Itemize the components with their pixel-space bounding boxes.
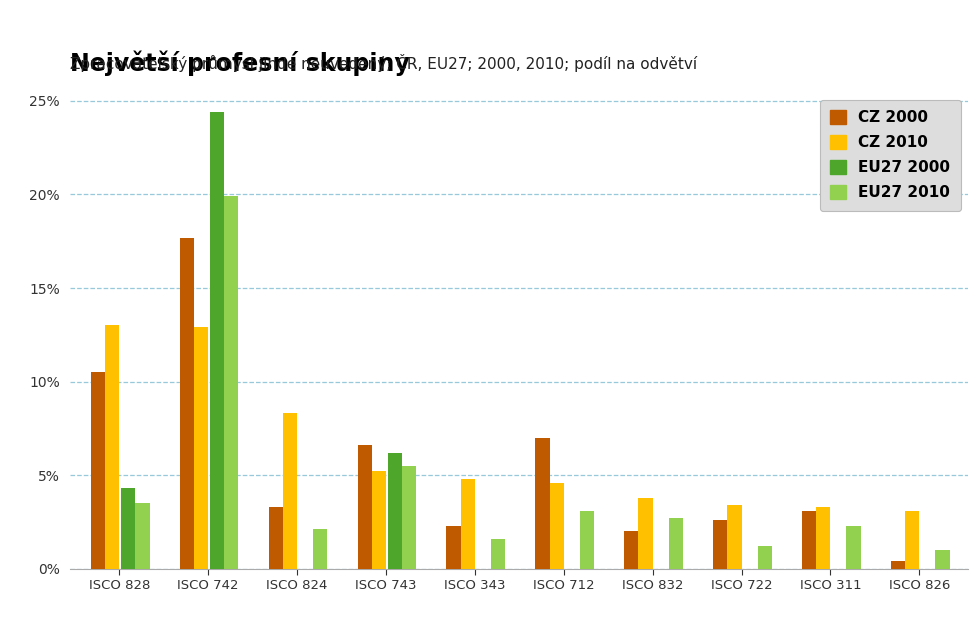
Legend: CZ 2000, CZ 2010, EU27 2000, EU27 2010: CZ 2000, CZ 2010, EU27 2000, EU27 2010	[819, 99, 959, 211]
Bar	[105, 325, 119, 569]
Bar	[446, 526, 460, 569]
Bar	[269, 507, 282, 569]
Bar	[904, 511, 918, 569]
Bar	[224, 197, 238, 569]
Text: Zpracovatelský průmysl jinde neuvedený; ČR, EU27; 2000, 2010; podíl na odvětví: Zpracovatelský průmysl jinde neuvedený; …	[70, 54, 697, 71]
Bar	[549, 483, 563, 569]
Bar	[727, 505, 741, 569]
Bar	[845, 526, 860, 569]
Bar	[460, 479, 475, 569]
Bar	[121, 489, 135, 569]
Bar	[490, 539, 504, 569]
Bar	[358, 446, 371, 569]
Bar	[180, 238, 193, 569]
Bar	[623, 532, 638, 569]
Bar	[890, 561, 904, 569]
Bar	[387, 453, 402, 569]
Bar	[135, 503, 149, 569]
Bar	[210, 112, 224, 569]
Bar	[638, 497, 652, 569]
Bar	[371, 471, 386, 569]
Bar	[313, 530, 327, 569]
Bar	[282, 413, 297, 569]
Bar	[193, 327, 208, 569]
Bar	[402, 466, 416, 569]
Bar	[801, 511, 816, 569]
Bar	[712, 520, 727, 569]
Bar	[816, 507, 829, 569]
Bar	[757, 546, 771, 569]
Bar	[934, 550, 949, 569]
Bar	[668, 518, 682, 569]
Bar	[579, 511, 593, 569]
Bar	[91, 372, 105, 569]
Bar	[534, 438, 549, 569]
Text: Největší profesní skupiny: Největší profesní skupiny	[70, 51, 409, 76]
